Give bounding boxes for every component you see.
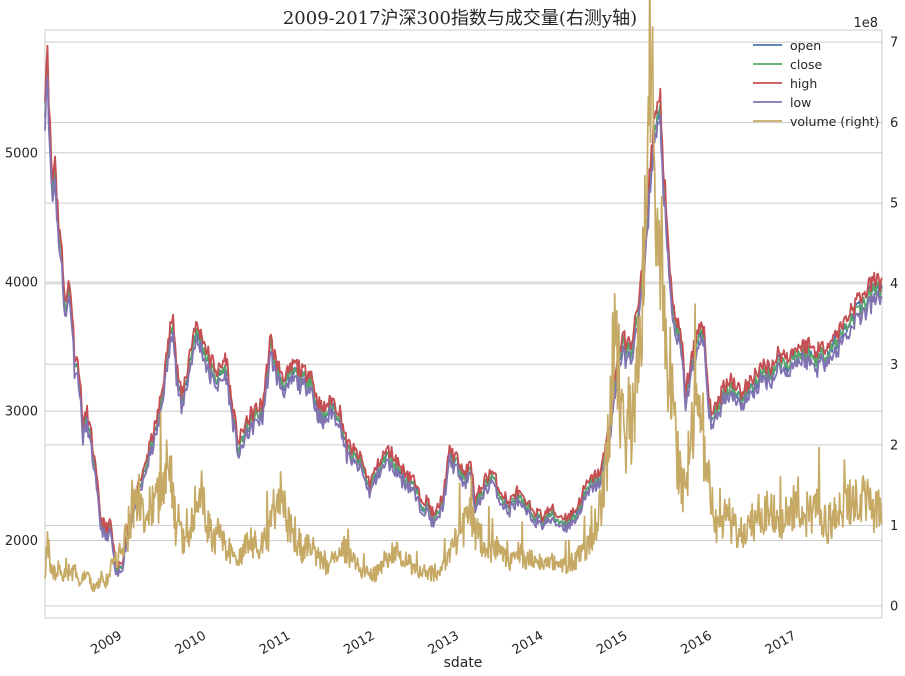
left-tick-label: 4000: [5, 276, 38, 291]
right-tick-label: 3: [890, 358, 898, 373]
legend-item-high: high: [753, 76, 817, 91]
left-tick-label: 5000: [5, 146, 38, 161]
series-low-line: [44, 76, 883, 577]
legend-label-close: close: [790, 57, 823, 72]
legend-label-volume: volume (right): [790, 114, 879, 129]
right-axis: 0 1 2 3 4 5 6 7: [890, 36, 898, 615]
plot-frame: [44, 29, 883, 619]
legend-label-low: low: [790, 95, 811, 110]
right-tick-label: 6: [890, 116, 898, 131]
chart-title: 2009-2017沪深300指数与成交量(右测y轴): [283, 8, 637, 29]
series-close-line: [44, 58, 883, 574]
x-axis-label: sdate: [444, 655, 483, 671]
legend-item-volume: volume (right): [753, 114, 879, 129]
right-tick-label: 4: [890, 277, 898, 292]
legend-label-open: open: [790, 38, 821, 53]
right-tick-label: 7: [890, 36, 898, 51]
series-high-line: [44, 44, 883, 569]
legend-item-low: low: [753, 95, 811, 110]
right-tick-label: 2: [890, 438, 898, 453]
left-axis: 2000 3000 4000 5000: [5, 146, 38, 549]
left-tick-label: 2000: [5, 534, 38, 549]
right-tick-label: 5: [890, 197, 898, 212]
legend-item-open: open: [753, 38, 821, 53]
legend-item-close: close: [753, 57, 823, 72]
right-axis-multiplier: 1e8: [853, 16, 878, 31]
left-tick-label: 3000: [5, 405, 38, 420]
series-volume-line: [44, 0, 883, 592]
right-tick-label: 0: [890, 599, 898, 614]
gridlines: [45, 41, 882, 607]
legend-label-high: high: [790, 76, 817, 91]
legend: open close high low volume (right): [753, 38, 879, 129]
right-tick-label: 1: [890, 519, 898, 534]
series-layer: [44, 0, 883, 592]
